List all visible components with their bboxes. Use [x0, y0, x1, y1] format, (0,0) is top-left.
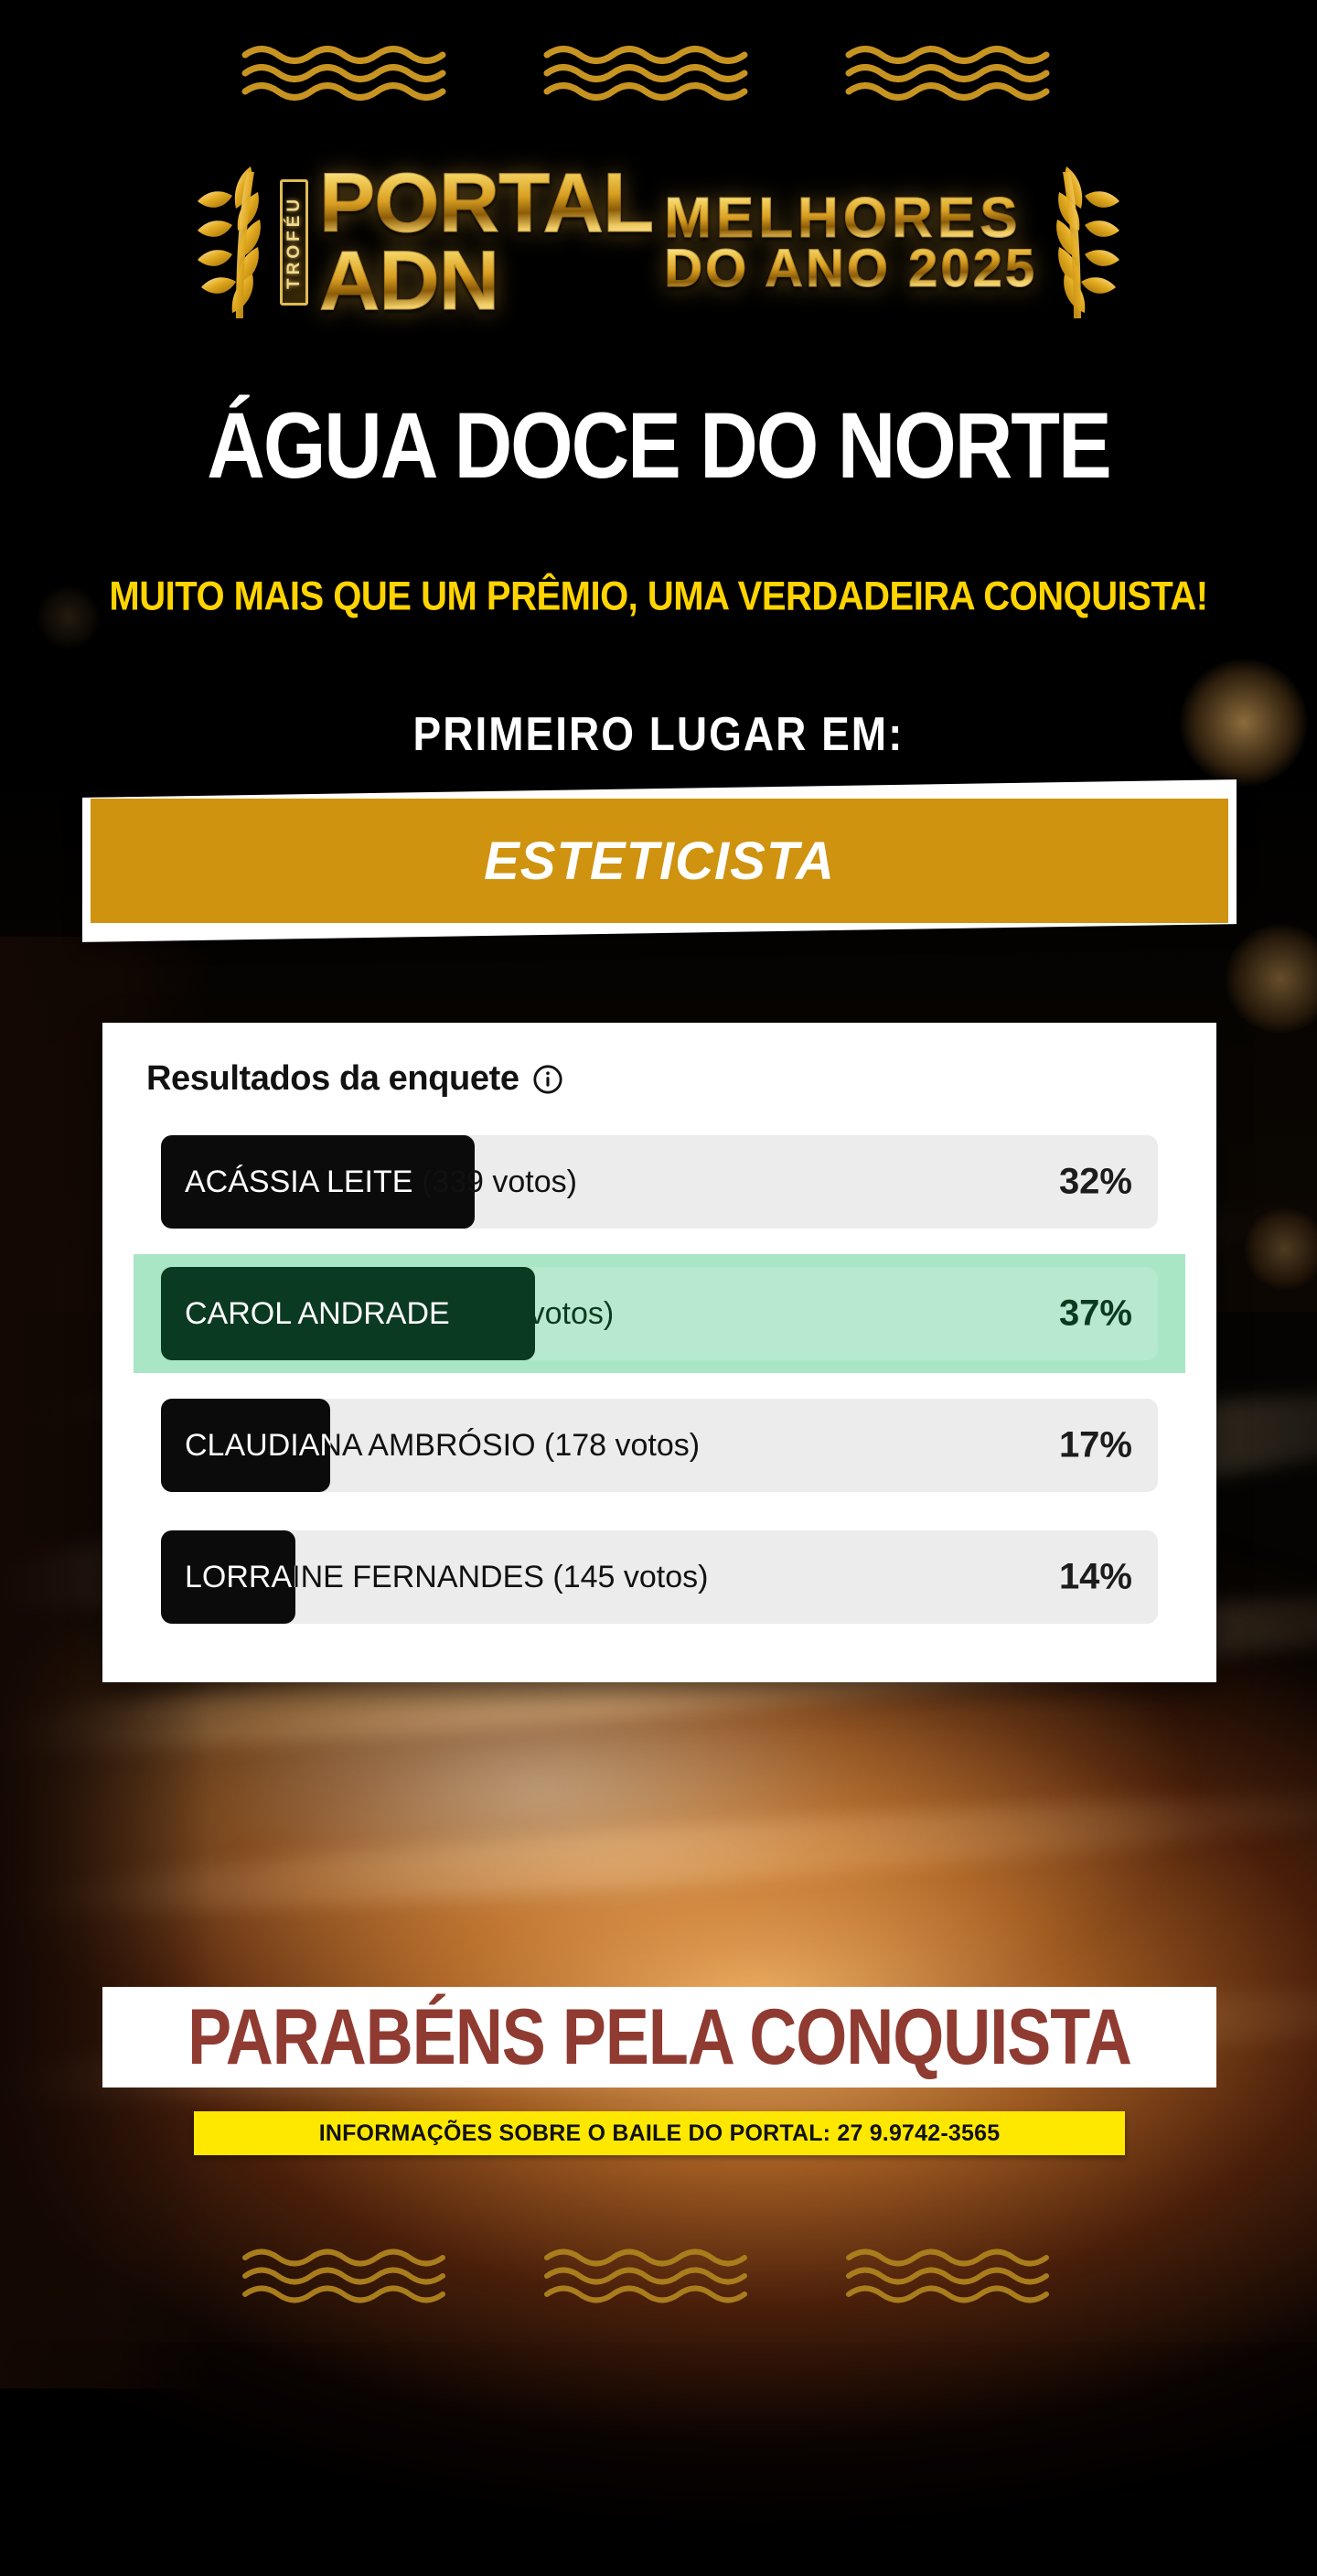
poll-result-row[interactable]: LORRAINE FERNANDES (145 votos) 14% [134, 1518, 1185, 1637]
category-banner-fill: ESTETICISTA [91, 799, 1228, 923]
gold-wave-ornament-icon [242, 2249, 445, 2303]
poll-results-card: Resultados da enquete ACÁSSIA LEITE (339… [102, 1023, 1216, 1682]
gold-wave-ornament-icon [241, 46, 446, 101]
congratulations-text: PARABÉNS PELA CONQUISTA [187, 1993, 1132, 2081]
top-wave-decoration [0, 42, 1317, 104]
poll-option-percent: 37% [1058, 1293, 1132, 1334]
poll-option-name: LORRAINE FERNANDES [185, 1559, 553, 1594]
category-name: ESTETICISTA [484, 831, 835, 891]
congratulations-banner: PARABÉNS PELA CONQUISTA [102, 1987, 1216, 2088]
bokeh-dot [1180, 659, 1308, 787]
logo-brand-column: PORTAL ADN [318, 156, 654, 327]
poll-bar-fill [161, 1135, 476, 1229]
poll-bar-fill [161, 1267, 535, 1360]
poll-option-votes: (339 votos) [421, 1164, 577, 1199]
poll-option-label: LORRAINE FERNANDES (145 votos) [185, 1560, 709, 1595]
poll-option-percent: 32% [1058, 1161, 1132, 1202]
poll-option-name: ACÁSSIA LEITE [185, 1164, 422, 1199]
logo-award-column: MELHORES DO ANO 2025 [664, 186, 1038, 298]
trofeu-badge: TROFÉU [279, 179, 308, 306]
logo-adn-text: ADN [318, 234, 499, 327]
logo-core: TROFÉU PORTAL ADN MELHORES DO ANO 2025 [279, 156, 1038, 327]
laurel-branch-icon [1056, 166, 1120, 318]
poll-result-row[interactable]: CLAUDIANA AMBRÓSIO (178 votos) 17% [134, 1386, 1185, 1505]
poll-bars-list: ACÁSSIA LEITE (339 votos) 32% CAROL ANDRAD… [134, 1122, 1185, 1649]
poll-option-label: ACÁSSIA LEITE (339 votos) [185, 1165, 577, 1200]
gold-wave-ornament-icon [543, 46, 748, 101]
poll-option-label: CLAUDIANA AMBRÓSIO (178 votos) [185, 1428, 700, 1464]
contact-info-banner: INFORMAÇÕES SOBRE O BAILE DO PORTAL: 27 … [194, 2111, 1125, 2155]
info-circle-icon[interactable] [532, 1064, 563, 1095]
logo-melhores-text: MELHORES [664, 186, 1023, 250]
poll-option-percent: 17% [1058, 1424, 1132, 1465]
poll-result-row[interactable]: CAROL ANDRADE (395 votos) 37% [134, 1254, 1185, 1373]
award-logo: TROFÉU PORTAL ADN MELHORES DO ANO 2025 [0, 161, 1317, 324]
bokeh-dot [37, 585, 101, 649]
poll-option-votes: (178 votos) [544, 1427, 701, 1463]
poll-result-row[interactable]: ACÁSSIA LEITE (339 votos) 32% [134, 1122, 1185, 1241]
gold-wave-ornament-icon [544, 2249, 747, 2303]
poll-option-label: CAROL ANDRADE (395 votos) [185, 1296, 614, 1332]
tagline: MUITO MAIS QUE UM PRÊMIO, UMA VERDADEIRA… [109, 574, 1208, 619]
category-banner: ESTETICISTA [82, 779, 1237, 942]
laurel-branch-icon [197, 166, 261, 318]
first-place-label: PRIMEIRO LUGAR EM: [412, 706, 905, 761]
poll-option-votes: (145 votos) [552, 1559, 709, 1594]
poll-option-percent: 14% [1058, 1556, 1132, 1597]
poll-bar-track [161, 1530, 1158, 1624]
poll-bar-fill [161, 1399, 331, 1492]
poll-bar-fill [161, 1530, 296, 1624]
gold-wave-ornament-icon [845, 46, 1050, 101]
poll-option-name: CLAUDIANA AMBRÓSIO [185, 1427, 544, 1463]
poll-header: Resultados da enquete [146, 1059, 1185, 1099]
logo-portal-text: PORTAL [318, 156, 654, 251]
city-title: ÁGUA DOCE DO NORTE [207, 392, 1111, 498]
poll-option-votes: (395 votos) [458, 1295, 615, 1331]
contact-info-text: INFORMAÇÕES SOBRE O BAILE DO PORTAL: 27 … [318, 2120, 1001, 2146]
gold-wave-ornament-icon [846, 2249, 1049, 2303]
poll-option-name: CAROL ANDRADE [185, 1295, 459, 1331]
poll-title: Resultados da enquete [146, 1059, 519, 1098]
bokeh-dot [1244, 1208, 1317, 1290]
bokeh-dot [1226, 924, 1317, 1034]
logo-do-ano-text: DO ANO 2025 [664, 238, 1038, 298]
bottom-wave-decoration [0, 2245, 1317, 2307]
